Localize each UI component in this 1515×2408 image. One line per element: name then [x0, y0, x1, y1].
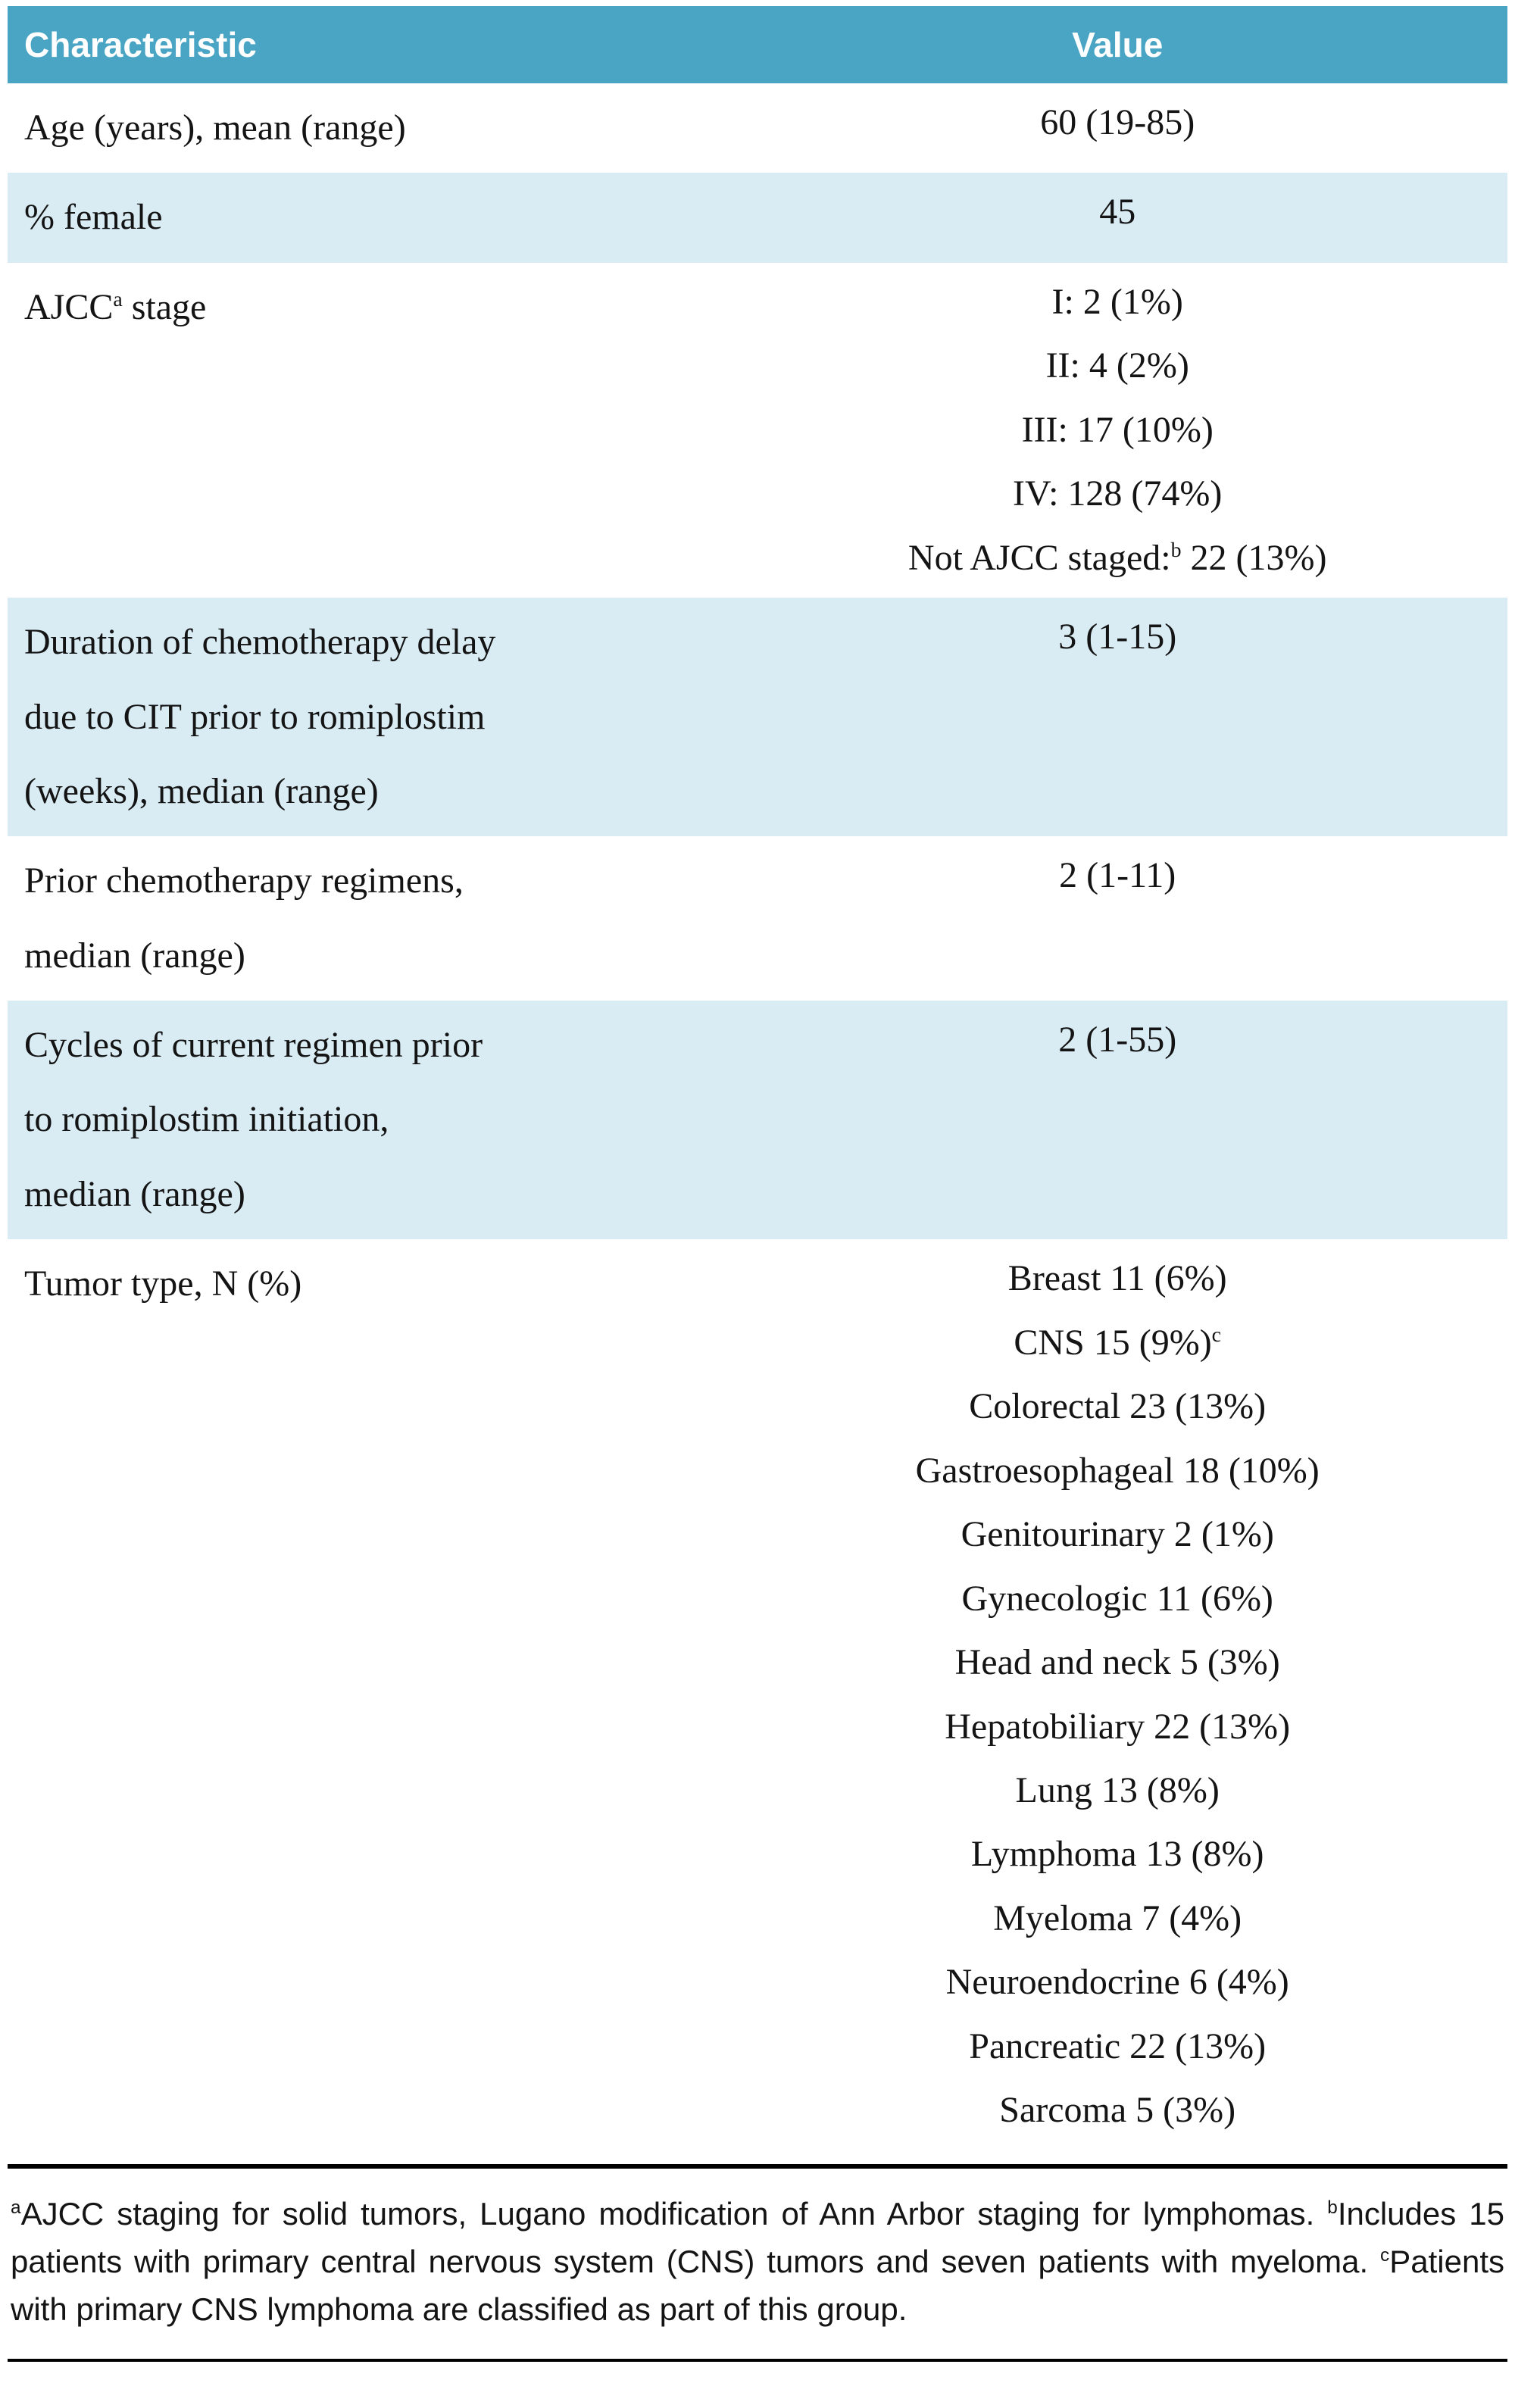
label-line: Prior chemotherapy regimens, — [24, 860, 464, 901]
label-line: (weeks), median (range) — [24, 770, 379, 811]
value-line: Gastroesophageal 18 (10%) — [915, 1450, 1320, 1491]
row-label-cell: Prior chemotherapy regimens, median (rang… — [8, 836, 727, 1001]
value-line: 3 (1-15) — [1058, 617, 1177, 657]
superscript: b — [1170, 538, 1182, 562]
table-header-row: Characteristic Value — [8, 6, 1507, 83]
superscript: a — [113, 287, 123, 311]
superscript: c — [1211, 1323, 1222, 1347]
label-line: median (range) — [24, 1173, 245, 1214]
row-label-cell: AJCCa stage — [8, 263, 727, 598]
row-value-cell: 3 (1-15) — [727, 598, 1507, 837]
row-label-cell: % female — [8, 173, 728, 263]
superscript: c — [1380, 2244, 1390, 2266]
column-header-value: Value — [727, 6, 1507, 83]
table-row: Cycles of current regimen prior to romipl… — [8, 1001, 1507, 1240]
row-value-cell: 60 (19-85) — [727, 83, 1507, 173]
label-line: % female — [24, 197, 163, 238]
footnote-text: aAJCC staging for solid tumors, Lugano m… — [11, 2195, 1504, 2327]
row-label-cell: Duration of chemotherapy delay due to CIT… — [8, 598, 728, 837]
table-row: Duration of chemotherapy delay due to CIT… — [8, 598, 1507, 837]
label-line: to romiplostim initiation, — [24, 1099, 389, 1140]
table-body: Age (years), mean (range) 60 (19-85) % fem… — [8, 83, 1507, 2150]
footnote: aAJCC staging for solid tumors, Lugano m… — [8, 2163, 1507, 2362]
value-line: Myeloma 7 (4%) — [993, 1897, 1242, 1938]
value-line: III: 17 (10%) — [1021, 409, 1214, 450]
value-line: Sarcoma 5 (3%) — [999, 2090, 1236, 2131]
table-row: Age (years), mean (range) 60 (19-85) — [8, 83, 1507, 173]
value-line: Neuroendocrine 6 (4%) — [945, 1962, 1289, 2003]
label-line: Tumor type, N (%) — [24, 1263, 302, 1304]
row-value-cell: 45 — [727, 173, 1507, 263]
superscript: a — [11, 2197, 21, 2218]
label-line: Duration of chemotherapy delay — [24, 622, 496, 663]
table-row: % female 45 — [8, 173, 1507, 263]
value-line: 60 (19-85) — [1040, 102, 1195, 142]
value-line: IV: 128 (74%) — [1013, 473, 1223, 514]
value-line: Gynecologic 11 (6%) — [961, 1578, 1273, 1619]
value-line: Genitourinary 2 (1%) — [961, 1514, 1274, 1555]
table-row: AJCCa stage I: 2 (1%) II: 4 (2%) III: 17 (1… — [8, 263, 1507, 598]
row-value-cell: 2 (1-55) — [727, 1001, 1507, 1240]
row-label-cell: Tumor type, N (%) — [8, 1239, 727, 2150]
row-value-cell: I: 2 (1%) II: 4 (2%) III: 17 (10%) IV: 128 … — [727, 263, 1507, 598]
label-line: Age (years), mean (range) — [24, 108, 406, 148]
value-line: II: 4 (2%) — [1045, 345, 1189, 386]
value-line: Pancreatic 22 (13%) — [969, 2025, 1267, 2066]
value-line: Head and neck 5 (3%) — [954, 1642, 1280, 1683]
row-label-cell: Age (years), mean (range) — [8, 83, 727, 173]
value-line: Hepatobiliary 22 (13%) — [945, 1706, 1291, 1747]
value-line: Colorectal 23 (13%) — [969, 1386, 1267, 1427]
value-line: 2 (1-11) — [1059, 855, 1176, 896]
row-value-cell: 2 (1-11) — [727, 836, 1507, 1001]
value-line: 2 (1-55) — [1058, 1020, 1177, 1060]
superscript: b — [1327, 2197, 1338, 2218]
row-label-cell: Cycles of current regimen prior to romipl… — [8, 1001, 728, 1240]
value-line: Not AJCC staged:b 22 (13%) — [907, 537, 1327, 578]
value-line: 45 — [1099, 192, 1136, 233]
value-line: Lymphoma 13 (8%) — [970, 1834, 1264, 1875]
value-line: I: 2 (1%) — [1051, 281, 1183, 322]
table-row: Tumor type, N (%) Breast 11 (6%) CNS 15 (9… — [8, 1239, 1507, 2150]
row-value-cell: Breast 11 (6%) CNS 15 (9%)c Colorectal 23 … — [727, 1239, 1507, 2150]
label-line: Cycles of current regimen prior — [24, 1025, 483, 1066]
value-line: CNS 15 (9%)c — [1014, 1322, 1222, 1363]
label-line: due to CIT prior to romiplostim — [24, 696, 486, 737]
value-line: Lung 13 (8%) — [1015, 1770, 1220, 1810]
label-line: AJCCa stage — [24, 286, 207, 327]
column-header-characteristic: Characteristic — [8, 6, 728, 83]
value-line: Breast 11 (6%) — [1007, 1258, 1227, 1299]
label-line: median (range) — [24, 935, 245, 976]
table-row: Prior chemotherapy regimens, median (rang… — [8, 836, 1507, 1001]
characteristics-table: Characteristic Value Age (years), mean (… — [8, 6, 1507, 2150]
